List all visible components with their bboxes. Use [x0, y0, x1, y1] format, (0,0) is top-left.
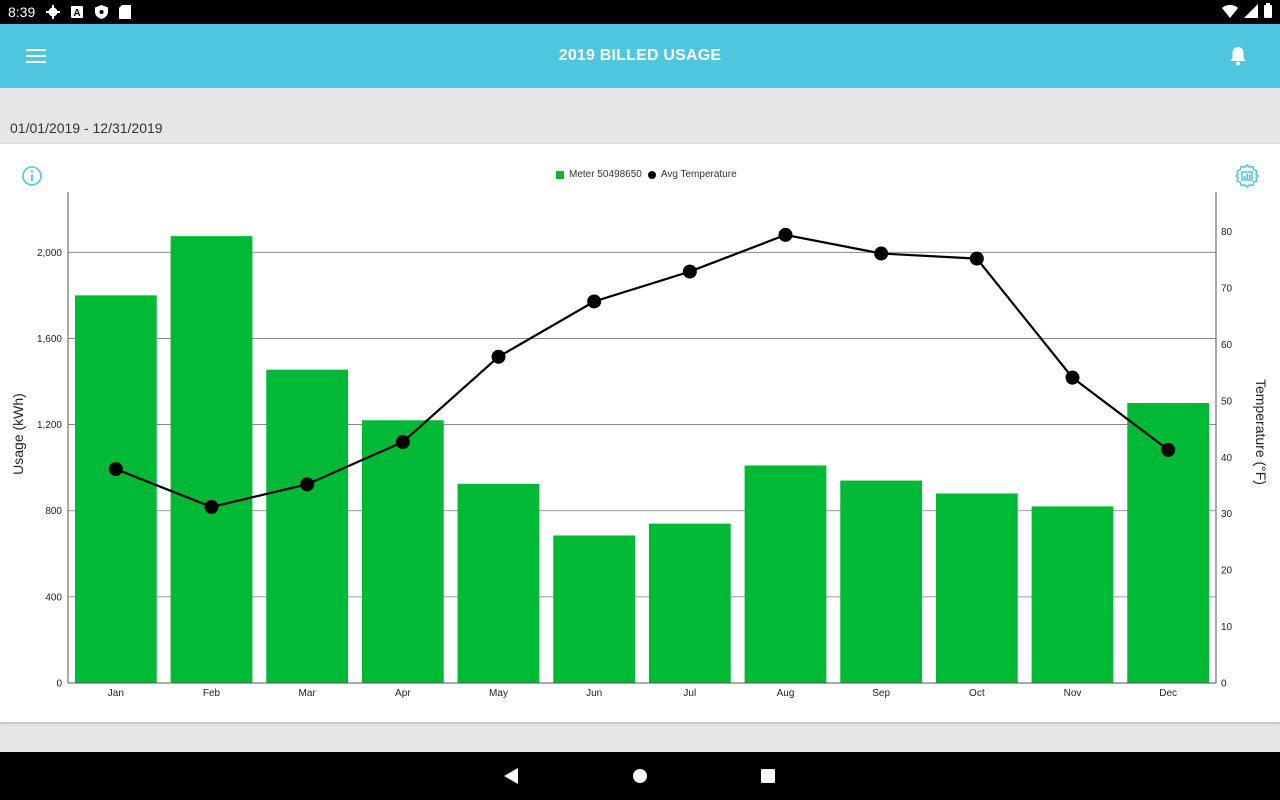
bar: [744, 465, 827, 683]
legend-label-meter: Meter 50498650: [569, 169, 642, 180]
x-tick-label: Nov: [1064, 688, 1082, 699]
home-icon[interactable]: [630, 766, 650, 786]
x-tick-label: Jan: [108, 688, 124, 699]
a-icon: A: [69, 4, 85, 20]
bar: [648, 523, 731, 683]
x-tick-label: May: [489, 688, 508, 699]
bar: [457, 483, 540, 683]
shield-icon: [93, 4, 109, 20]
bar: [170, 236, 253, 684]
bar: [840, 480, 923, 683]
temperature-point: [778, 227, 793, 242]
temperature-point: [1161, 442, 1176, 457]
temperature-point: [969, 251, 984, 266]
chart-card: Meter 50498650 Avg Temperature 0 400 800 1,…: [0, 144, 1280, 722]
y-tick-label: 1,200: [37, 420, 62, 431]
y2-tick-label: 50: [1221, 396, 1233, 407]
date-range: 01/01/2019 - 12/31/2019: [10, 120, 163, 136]
wifi-icon: [1222, 4, 1238, 21]
y2-tick-label: 80: [1221, 227, 1233, 238]
legend-swatch-temperature: [647, 170, 656, 179]
temperature-point: [1065, 370, 1080, 385]
y2-tick-label: 30: [1221, 509, 1233, 520]
gear-icon: [45, 4, 61, 20]
bar: [74, 295, 157, 683]
status-bar: 8:39 A: [0, 0, 1280, 24]
y2-tick-label: 40: [1221, 453, 1233, 464]
x-tick-label: Jul: [683, 688, 696, 699]
recents-icon[interactable]: [758, 766, 778, 786]
y2-axis-title: Temperature (°F): [1253, 379, 1269, 485]
legend-label-temperature: Avg Temperature: [660, 169, 737, 180]
status-time: 8:39: [8, 4, 36, 20]
bar: [935, 493, 1018, 683]
temperature-point: [395, 435, 410, 450]
x-tick-label: Dec: [1159, 688, 1177, 699]
sd-card-icon: [117, 4, 133, 20]
x-tick-label: Jun: [586, 688, 602, 699]
svg-text:A: A: [74, 8, 81, 18]
bar: [266, 369, 349, 683]
temperature-point: [682, 264, 697, 279]
x-tick-label: Apr: [395, 688, 411, 699]
signal-icon: [1244, 3, 1258, 21]
bar: [361, 420, 444, 683]
chart-legend: Meter 50498650 Avg Temperature: [556, 169, 737, 180]
back-icon[interactable]: [502, 766, 522, 786]
temperature-point: [300, 477, 315, 492]
info-icon[interactable]: [20, 164, 44, 188]
app-bar: 2019 BILLED USAGE: [0, 24, 1280, 88]
x-tick-label: Sep: [872, 688, 890, 699]
menu-icon[interactable]: [20, 44, 52, 68]
y-tick-label: 400: [45, 592, 62, 603]
y-tick-label: 1,600: [37, 334, 62, 345]
y2-tick-label: 60: [1221, 340, 1233, 351]
bar: [1031, 506, 1114, 683]
page-title: 2019 BILLED USAGE: [558, 47, 722, 64]
bar: [553, 535, 636, 683]
legend-swatch-meter: [556, 170, 564, 179]
y-tick-label: 800: [45, 506, 62, 517]
x-tick-label: Feb: [203, 688, 221, 699]
y-tick-label: 2,000: [37, 248, 62, 259]
navigation-bar: [0, 752, 1280, 800]
y2-tick-label: 20: [1221, 566, 1233, 577]
temperature-line: [115, 233, 1169, 509]
y-tick-label: 0: [56, 679, 62, 690]
chart-settings-icon[interactable]: [1234, 163, 1260, 189]
bell-icon[interactable]: [1226, 44, 1250, 68]
y2-tick-label: 0: [1221, 679, 1227, 690]
x-tick-label: Aug: [777, 688, 795, 699]
usage-chart: 0 400 800 1,200 1,600 2,000 0 10 20 30 40 50 60 70 80 J…: [10, 192, 1269, 699]
y2-tick-label: 10: [1221, 622, 1233, 633]
y2-tick-label: 70: [1221, 283, 1233, 294]
battery-icon: [1264, 3, 1272, 21]
y-axis-title: Usage (kWh): [10, 393, 26, 475]
temperature-point: [108, 462, 123, 477]
temperature-point: [491, 349, 506, 364]
temperature-point: [204, 499, 219, 514]
x-tick-label: Oct: [969, 688, 985, 699]
temperature-point: [874, 246, 889, 261]
x-tick-label: Mar: [299, 688, 317, 699]
temperature-point: [587, 294, 602, 309]
